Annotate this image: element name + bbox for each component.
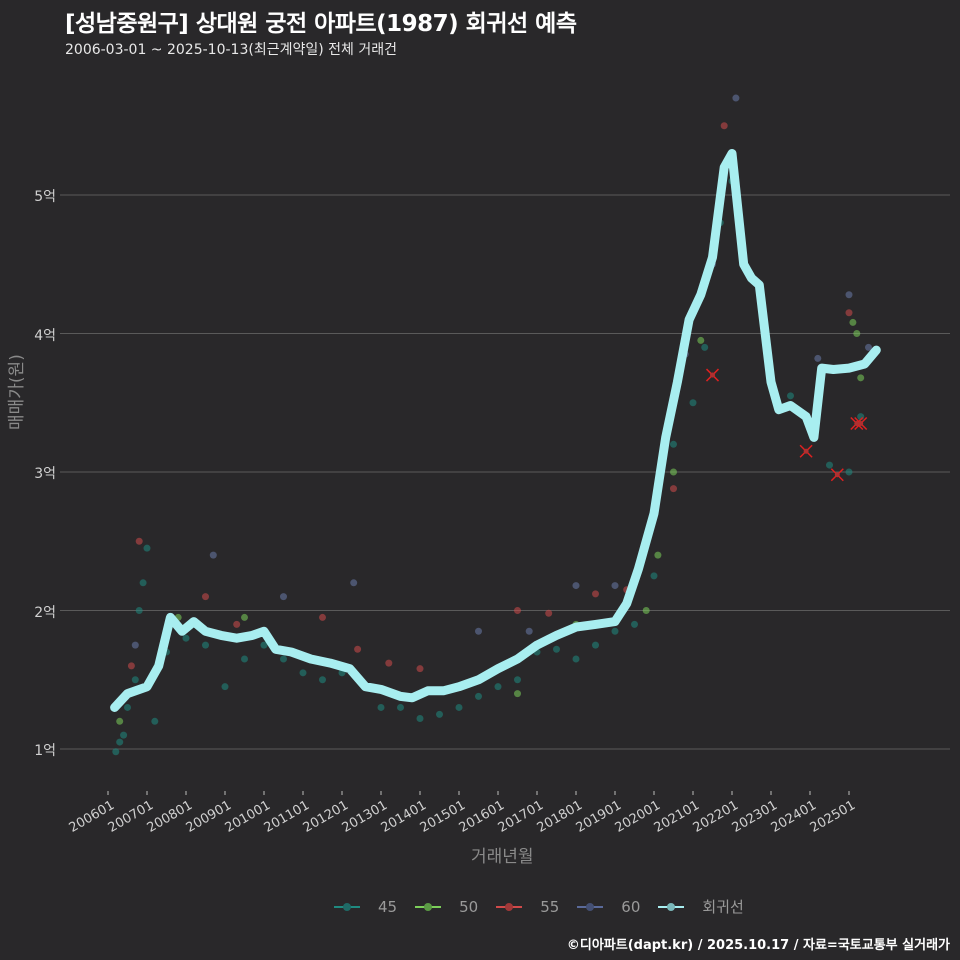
- legend-key-icon: [415, 901, 442, 913]
- y-tick-label: 1억: [34, 743, 56, 759]
- legend-label: 55: [540, 897, 560, 916]
- gridlines: [60, 194, 950, 750]
- regression-line: [110, 149, 881, 712]
- legend-item-45[interactable]: 45: [334, 898, 397, 916]
- y-axis-label: 매매가(원): [7, 354, 27, 430]
- legend-item-50[interactable]: 50: [415, 898, 478, 916]
- legend-item-55[interactable]: 55: [496, 898, 559, 916]
- y-tick-label: 5억: [34, 189, 56, 205]
- y-tick-label: 4억: [34, 327, 56, 344]
- legend-label: 45: [378, 897, 398, 916]
- legend-label: 회귀선: [702, 898, 744, 916]
- legend-item-regression[interactable]: 회귀선: [658, 896, 744, 917]
- source-caption: ©디아파트(dapt.kr) / 2025.10.17 / 자료=국토교통부 실…: [566, 938, 950, 953]
- x-tick-marks: [107, 791, 850, 795]
- scatter-points: [112, 94, 872, 756]
- legend-label: 60: [621, 897, 641, 916]
- legend-item-60[interactable]: 60: [577, 898, 640, 916]
- legend-key-icon: [334, 901, 360, 913]
- legend-key-icon: [496, 901, 523, 913]
- legend-key-icon: [658, 901, 685, 913]
- y-tick-label: 3억: [34, 466, 56, 482]
- chart-title: [성남중원구] 상대원 궁전 아파트(1987) 회귀선 예측: [65, 11, 577, 37]
- chart-subtitle: 2006-03-01 ~ 2025-10-13(최근계약일) 전체 거래건: [65, 42, 397, 58]
- legend: 45 50 55 60 회귀선: [334, 896, 762, 917]
- outlier-markers: [705, 368, 868, 482]
- y-tick-label: 2억: [34, 604, 56, 621]
- legend-key-icon: [577, 901, 604, 913]
- legend-label: 50: [459, 897, 479, 916]
- x-axis-label: 거래년월: [471, 847, 534, 867]
